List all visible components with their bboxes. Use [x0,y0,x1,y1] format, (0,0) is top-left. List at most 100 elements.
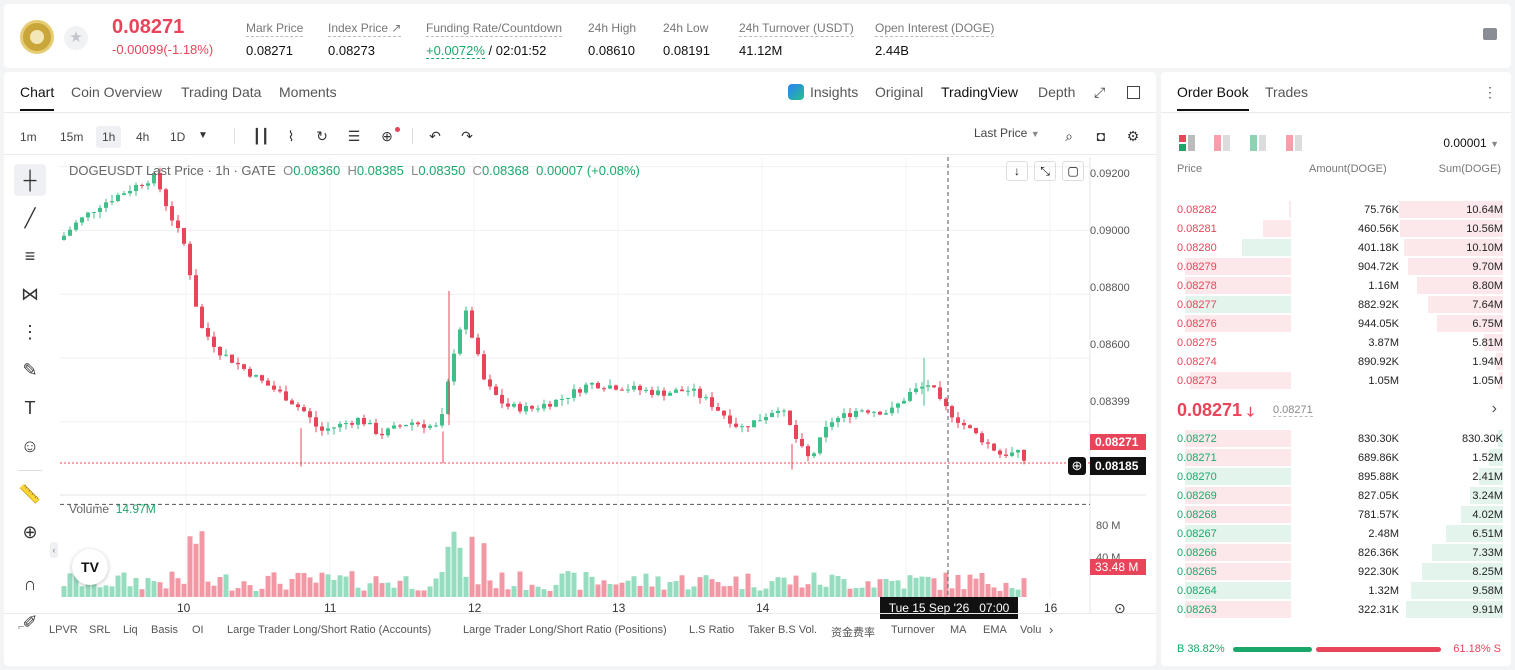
ruler-tool-icon[interactable]: 📏 [18,484,42,504]
redo-icon[interactable]: ↷ [461,128,473,144]
ob-bid-row[interactable]: 0.08271 689.86K 1.52M [1169,448,1503,467]
tf-15m[interactable]: 15m [60,130,84,144]
both-view-icon[interactable] [1179,135,1195,151]
ob-amount: 830.30K [1358,433,1399,445]
gear-icon[interactable]: ⚙ [1126,128,1140,144]
zoom-in-icon[interactable]: ⊕ [22,522,38,542]
chevron-down-icon[interactable]: ▼ [198,130,208,141]
collapse-icon[interactable]: ⤡ [1034,161,1056,181]
ob-bid-row[interactable]: 0.08266 826.36K 7.33M [1169,543,1503,562]
ind-ls-ratio[interactable]: L.S Ratio [689,624,735,636]
window-icon[interactable] [1127,86,1140,99]
fib-tool-icon[interactable]: ⋮ [21,322,39,342]
view-insights[interactable]: Insights [810,84,859,100]
ob-ask-row[interactable]: 0.08277 882.92K 7.64M [1169,295,1503,314]
candle-type-icon[interactable]: ┃┃ [252,128,270,144]
expand-icon[interactable]: ⤢ [1094,84,1106,100]
magnet-icon[interactable]: ∩ [23,574,37,594]
ob-ask-row[interactable]: 0.08275 3.87M 5.81M [1169,333,1503,352]
ob-bid-row[interactable]: 0.08264 1.32M 9.58M [1169,581,1503,600]
ob-ask-row[interactable]: 0.08282 75.76K 10.64M [1169,200,1503,219]
ob-ask-row[interactable]: 0.08274 890.92K 1.94M [1169,352,1503,371]
ind-taker-vol[interactable]: Taker B.S Vol. [748,624,818,636]
ind-ma[interactable]: MA [950,624,967,636]
horizontal-lines-tool-icon[interactable]: ≡ [24,246,36,266]
pattern-tool-icon[interactable]: ⋈ [21,284,39,304]
ob-ask-row[interactable]: 0.08281 460.56K 10.56M [1169,219,1503,238]
ind-liq[interactable]: Liq [123,624,138,636]
ob-bid-row[interactable]: 0.08265 922.30K 8.25M [1169,562,1503,581]
text-tool-icon[interactable]: T [24,398,36,418]
settings-icon[interactable]: ⊙ [1114,600,1126,616]
volume-bar [223,574,229,597]
precision-select[interactable]: 0.00001 ▼ [1443,136,1499,150]
ind-funding[interactable]: 资金费率 [831,627,875,639]
candle [344,423,348,425]
buy-view-icon[interactable] [1250,135,1266,151]
trendline-tool-icon[interactable]: ╱ [24,208,36,228]
tab-chart[interactable]: Chart [20,84,55,111]
candle [728,415,732,424]
camera-icon[interactable]: ◘ [1096,128,1106,144]
ind-ls-accounts[interactable]: Large Trader Long/Short Ratio (Accounts) [227,624,432,636]
notebook-icon[interactable] [1483,28,1497,40]
ob-bid-row[interactable]: 0.08268 781.57K 4.02M [1169,505,1503,524]
tf-1d[interactable]: 1D [170,130,186,144]
volume-bar [151,581,157,597]
add-icon[interactable]: ⊕ [381,128,393,144]
tab-trading-data[interactable]: Trading Data [181,84,262,100]
ob-bid-row[interactable]: 0.08272 830.30K 830.30K [1169,429,1503,448]
ind-turnover[interactable]: Turnover [891,624,935,636]
indicator-icon[interactable]: ⌇ [287,128,295,144]
ob-bid-row[interactable]: 0.08269 827.05K 3.24M [1169,486,1503,505]
tf-1m[interactable]: 1m [20,130,37,144]
replay-icon[interactable]: ↻ [316,128,328,144]
tab-moments[interactable]: Moments [279,84,337,100]
search-icon[interactable]: ⌕ [1065,128,1073,144]
ind-lpvr[interactable]: LPVR [49,624,78,636]
ob-bid-row[interactable]: 0.08270 895.88K 2.41M [1169,467,1503,486]
ind-volume[interactable]: Volu [1020,624,1042,636]
depth-view-icon[interactable] [1286,135,1302,151]
emoji-tool-icon[interactable]: ☺ [20,436,40,456]
ob-ask-row[interactable]: 0.08279 904.72K 9.70M [1169,257,1503,276]
maximize-icon[interactable]: ▢ [1062,161,1084,181]
ob-ask-row[interactable]: 0.08273 1.05M 1.05M [1169,371,1503,390]
view-tradingview[interactable]: TradingView [941,84,1019,100]
ind-oi[interactable]: OI [192,624,204,636]
add-alert-icon[interactable]: ⊕ [1068,457,1086,475]
ob-bid-row[interactable]: 0.08267 2.48M 6.51M [1169,524,1503,543]
ind-srl[interactable]: SRL [89,624,111,636]
view-depth[interactable]: Depth [1038,84,1076,100]
template-icon[interactable]: ☰ [347,128,361,144]
chevron-right-icon[interactable]: › [1049,622,1054,637]
ob-ask-row[interactable]: 0.08278 1.16M 8.80M [1169,276,1503,295]
crosshair-tool-icon[interactable]: ┼ [14,164,46,196]
tf-1h[interactable]: 1h [96,126,122,148]
ob-bid-row[interactable]: 0.08263 322.31K 9.91M [1169,600,1503,619]
price-chart[interactable] [60,157,1146,613]
tab-trades[interactable]: Trades [1265,84,1309,100]
chevron-right-icon[interactable]: › [1491,400,1497,417]
more-icon[interactable]: ⋮ [1483,84,1497,100]
indicator-scroll-left-icon[interactable]: ⌐ [18,621,25,633]
view-original[interactable]: Original [875,84,924,100]
favorite-star-icon[interactable]: ★ [64,26,88,50]
ind-basis[interactable]: Basis [151,624,178,636]
ob-ask-row[interactable]: 0.08276 944.05K 6.75M [1169,314,1503,333]
price-type-select[interactable]: Last Price ▼ [974,126,1040,140]
arrow-down-icon[interactable]: ↓ [1006,161,1028,181]
tf-4h[interactable]: 4h [136,130,150,144]
brush-tool-icon[interactable]: ✎ [22,360,38,380]
ob-ask-row[interactable]: 0.08280 401.18K 10.10M [1169,238,1503,257]
undo-icon[interactable]: ↶ [429,128,441,144]
pencil-lock-icon[interactable]: ✐ [22,612,38,632]
ind-ema[interactable]: EMA [983,624,1007,636]
sell-view-icon[interactable] [1214,135,1230,151]
ind-ls-positions[interactable]: Large Trader Long/Short Ratio (Positions… [463,624,667,636]
stat-index-price[interactable]: Index Price ↗ 0.08273 [328,21,402,58]
tab-order-book[interactable]: Order Book [1177,84,1249,111]
tab-coin-overview[interactable]: Coin Overview [71,84,163,100]
ob-price: 0.08280 [1177,242,1217,254]
collapse-toolbar-icon[interactable]: ‹ [50,542,58,558]
